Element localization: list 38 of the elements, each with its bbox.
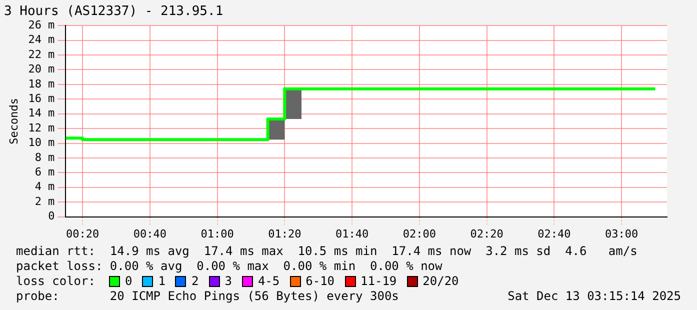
text: median rtt: 14.9 ms avg 17.4 ms max 10.5 ms min 17.4 ms now 3.2 ms sd 4.6 am/s [16, 244, 638, 259]
text: 6-10 [306, 274, 335, 289]
text: 1 [158, 274, 166, 289]
text: 4-5 [258, 274, 280, 289]
x-tick-label: 02:40 [538, 227, 571, 240]
x-tick-label: 02:20 [470, 227, 504, 240]
y-tick-label: 12 m [28, 121, 56, 134]
text: 2 [191, 274, 199, 289]
y-tick-label: 20 m [28, 62, 56, 76]
y-tick-label: 18 m [28, 77, 56, 90]
x-tick-label: 01:40 [335, 227, 369, 240]
y-tick-label: 14 m [28, 106, 56, 120]
y-tick-label: 0 [48, 210, 55, 223]
y-tick-label: 8 m [34, 150, 56, 164]
y-axis-title: Seconds [7, 98, 20, 144]
x-tick-label: 03:00 [604, 227, 638, 240]
text: 20/20 [422, 274, 459, 289]
y-tick-label: 22 m [28, 48, 56, 61]
text: packet loss: 0.00 % avg 0.00 % max 0.00 % min 0.00 % now [16, 259, 444, 274]
y-tick-label: 4 m [34, 180, 56, 194]
y-tick-label: 16 m [28, 92, 56, 105]
text: 0 [125, 274, 132, 289]
x-tick-label: 02:00 [402, 227, 436, 240]
text: loss color: [16, 274, 96, 289]
y-tick-label: 26 m [28, 18, 56, 32]
text: probe: 20 ICMP Echo Pings (56 Bytes) every 300s [16, 289, 399, 304]
y-tick-label: 10 m [28, 136, 56, 150]
x-tick-label: 00:20 [66, 227, 100, 240]
y-tick-label: 24 m [28, 33, 56, 46]
x-tick-label: 00:40 [133, 227, 166, 240]
x-tick-label: 01:00 [200, 227, 234, 240]
y-tick-label: 6 m [34, 166, 56, 179]
y-tick-label: 2 m [34, 194, 56, 208]
text: 11-19 [360, 274, 397, 289]
x-tick-label: 01:20 [268, 227, 302, 240]
text: Sat Dec 13 03:15:14 2025 [508, 289, 681, 304]
text: 3 [224, 274, 232, 289]
chart-title: 3 Hours (AS12337) - 213.95.1 [4, 4, 224, 20]
